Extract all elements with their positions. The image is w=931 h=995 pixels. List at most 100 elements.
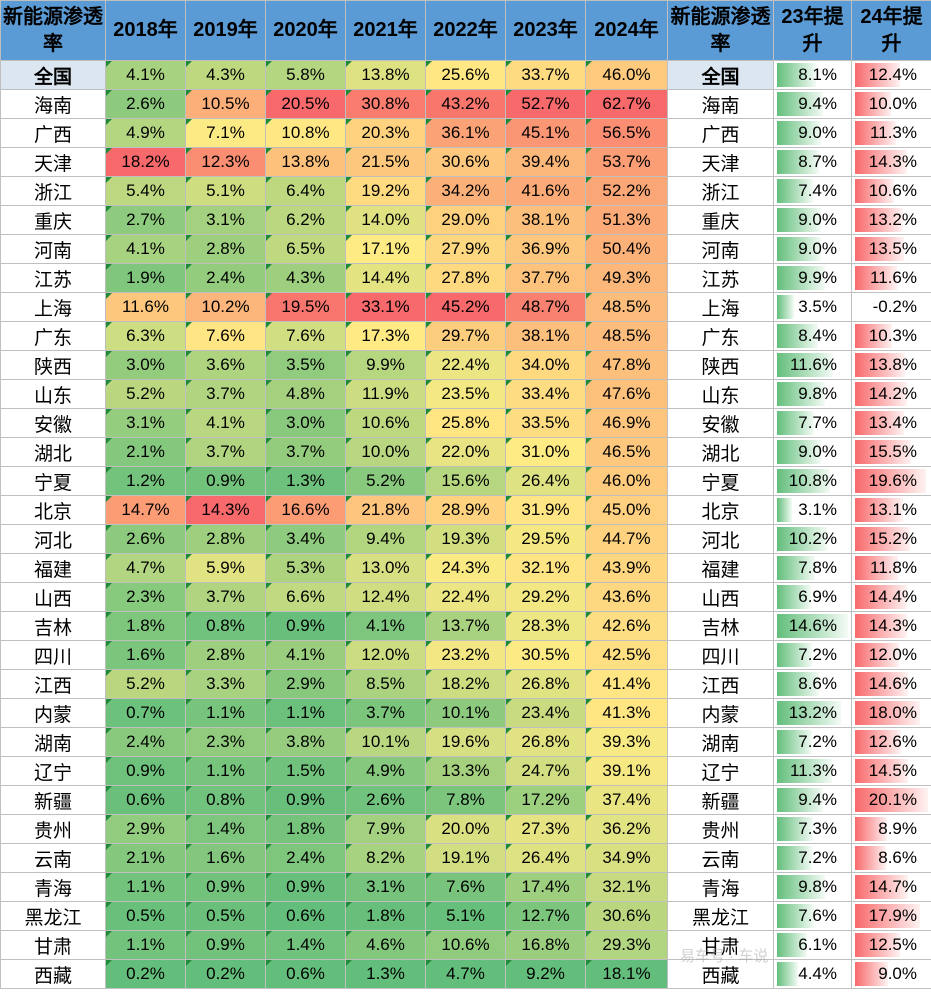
region-cell-2: 甘肃 [667, 930, 774, 960]
value-cell: 28.3% [505, 611, 586, 641]
value-cell: 36.9% [505, 234, 586, 264]
inc24-value: 12.5% [868, 935, 917, 954]
inc23-cell: 7.2% [773, 640, 852, 670]
inc23-value: 9.8% [798, 384, 837, 403]
region-cell: 安徽 [0, 408, 106, 438]
inc24-value: 14.6% [868, 674, 917, 693]
inc24-bar [855, 817, 888, 841]
value-cell: 0.9% [265, 611, 346, 641]
inc24-value: 15.5% [868, 442, 917, 461]
inc24-bar [855, 324, 893, 348]
table-row: 海南 2.6% 10.5% 20.5% 30.8% 43.2% 52.7% 62.7% 海南 9.… [0, 89, 931, 119]
value-cell: 42.5% [585, 640, 668, 670]
inc23-value: 7.4% [798, 181, 837, 200]
value-cell: 7.9% [345, 814, 426, 844]
value-cell: 38.1% [505, 321, 586, 351]
inc24-bar [855, 440, 912, 464]
header-inc24: 24年提升 [851, 0, 931, 61]
region-cell-2: 重庆 [667, 205, 774, 235]
inc24-cell: 13.8% [851, 350, 931, 380]
inc24-cell: 15.5% [851, 437, 931, 467]
value-cell: 0.5% [105, 901, 186, 931]
inc24-cell: 8.6% [851, 843, 931, 873]
inc24-cell: 12.5% [851, 930, 931, 960]
value-cell: 3.4% [265, 524, 346, 554]
value-cell: 10.2% [185, 292, 266, 322]
value-cell: 2.1% [105, 843, 186, 873]
value-cell: 4.1% [185, 408, 266, 438]
inc23-cell: 7.4% [773, 176, 852, 206]
region-cell: 天津 [0, 147, 106, 177]
inc23-cell: 6.9% [773, 582, 852, 612]
region-cell-2: 天津 [667, 147, 774, 177]
region-cell: 吉林 [0, 611, 106, 641]
value-cell: 33.4% [505, 379, 586, 409]
value-cell: 2.9% [105, 814, 186, 844]
value-cell: 0.7% [105, 698, 186, 728]
value-cell: 20.3% [345, 118, 426, 148]
region-cell: 上海 [0, 292, 106, 322]
value-cell: 41.4% [585, 669, 668, 699]
value-cell: 2.1% [105, 437, 186, 467]
header-year-2019: 2019年 [185, 0, 266, 61]
inc24-bar [855, 614, 907, 638]
inc24-cell: 20.1% [851, 785, 931, 815]
region-cell-2: 陕西 [667, 350, 774, 380]
value-cell: 29.7% [425, 321, 506, 351]
region-cell-2: 湖南 [667, 727, 774, 757]
value-cell: 48.5% [585, 321, 668, 351]
value-cell: 36.2% [585, 814, 668, 844]
inc23-bar [777, 353, 834, 377]
inc23-bar [777, 933, 807, 957]
value-cell: 4.7% [105, 553, 186, 583]
inc23-cell: 7.6% [773, 901, 852, 931]
table-row: 宁夏 1.2% 0.9% 1.3% 5.2% 15.6% 26.4% 46.0% 宁夏 10.8%… [0, 466, 931, 496]
inc24-bar [855, 759, 908, 783]
inc23-cell: 7.2% [773, 727, 852, 757]
value-cell: 18.2% [425, 669, 506, 699]
inc23-bar [777, 875, 825, 899]
value-cell: 3.7% [185, 582, 266, 612]
value-cell: 45.2% [425, 292, 506, 322]
region-cell-2: 内蒙 [667, 698, 774, 728]
value-cell: 2.8% [185, 524, 266, 554]
value-cell: 26.4% [505, 843, 586, 873]
inc24-bar [855, 585, 908, 609]
inc24-cell: 19.6% [851, 466, 931, 496]
table-row: 河南 4.1% 2.8% 6.5% 17.1% 27.9% 36.9% 50.4% 河南 9.0%… [0, 234, 931, 264]
value-cell: 4.3% [265, 263, 346, 293]
value-cell: 5.4% [105, 176, 186, 206]
inc23-cell: 9.4% [773, 89, 852, 119]
value-cell: 19.1% [425, 843, 506, 873]
inc23-value: 4.4% [798, 964, 837, 983]
value-cell: 18.1% [585, 959, 668, 989]
inc24-cell: 17.9% [851, 901, 931, 931]
value-cell: 24.7% [505, 756, 586, 786]
value-cell: 31.0% [505, 437, 586, 467]
inc23-value: 9.0% [798, 442, 837, 461]
region-cell: 湖南 [0, 727, 106, 757]
value-cell: 38.1% [505, 205, 586, 235]
value-cell: 5.1% [185, 176, 266, 206]
region-cell: 山东 [0, 379, 106, 409]
value-cell: 2.8% [185, 234, 266, 264]
value-cell: 5.9% [185, 553, 266, 583]
value-cell: 27.8% [425, 263, 506, 293]
value-cell: 3.6% [185, 350, 266, 380]
value-cell: 26.8% [505, 727, 586, 757]
inc24-cell: 12.0% [851, 640, 931, 670]
inc24-value: 13.8% [868, 355, 917, 374]
inc23-bar [777, 411, 815, 435]
value-cell: 30.5% [505, 640, 586, 670]
inc23-cell: 9.4% [773, 785, 852, 815]
region-cell: 甘肃 [0, 930, 106, 960]
inc24-bar [855, 208, 903, 232]
inc24-bar [855, 962, 888, 986]
inc23-value: 3.1% [798, 500, 837, 519]
value-cell: 8.2% [345, 843, 426, 873]
value-cell: 17.2% [505, 785, 586, 815]
value-cell: 50.4% [585, 234, 668, 264]
value-cell: 6.3% [105, 321, 186, 351]
inc24-bar [855, 875, 909, 899]
inc24-value: -0.2% [872, 297, 917, 316]
